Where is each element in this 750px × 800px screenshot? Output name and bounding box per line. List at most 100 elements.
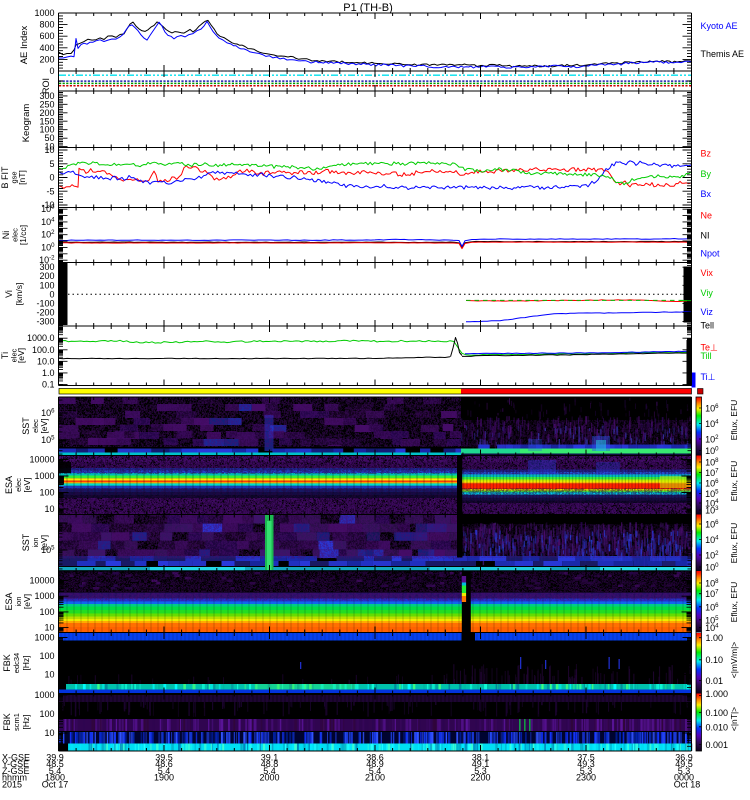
svg-text:600: 600 — [39, 31, 54, 41]
svg-text:Bz: Bz — [701, 149, 712, 159]
svg-text:By: By — [701, 169, 712, 179]
svg-text:scm1: scm1 — [12, 713, 21, 731]
svg-text:48.8: 48.8 — [261, 759, 279, 769]
svg-text:105: 105 — [705, 489, 719, 500]
svg-text:100: 100 — [39, 280, 54, 290]
svg-text:104: 104 — [41, 216, 55, 227]
svg-text:106: 106 — [705, 602, 719, 613]
svg-text:104: 104 — [705, 419, 719, 430]
svg-text:hhmm: hhmm — [2, 773, 27, 783]
svg-text:-100: -100 — [36, 298, 54, 308]
svg-text:10.0: 10.0 — [37, 356, 55, 366]
svg-text:Ti⊥: Ti⊥ — [701, 372, 716, 382]
svg-text:106: 106 — [705, 478, 719, 489]
svg-text:50: 50 — [44, 133, 54, 143]
svg-text:36.9: 36.9 — [675, 753, 693, 763]
svg-text:10: 10 — [44, 623, 54, 633]
svg-text:48.9: 48.9 — [366, 759, 384, 769]
svg-text:300: 300 — [39, 91, 54, 101]
svg-text:300: 300 — [39, 262, 54, 272]
svg-text:5.4: 5.4 — [263, 766, 276, 776]
svg-text:102: 102 — [41, 229, 55, 240]
svg-text:0.001: 0.001 — [706, 740, 729, 750]
svg-text:FBK: FBK — [2, 713, 12, 731]
svg-text:1.00: 1.00 — [706, 633, 724, 643]
svg-text:105: 105 — [41, 435, 55, 446]
svg-text:200: 200 — [39, 54, 54, 64]
svg-text:SST: SST — [21, 533, 31, 551]
svg-text:Ti: Ti — [0, 352, 10, 359]
svg-text:103: 103 — [705, 505, 719, 516]
svg-text:49.3: 49.3 — [577, 759, 595, 769]
svg-text:Viy: Viy — [701, 288, 714, 298]
svg-text:1800: 1800 — [45, 773, 65, 783]
svg-text:Bx: Bx — [701, 189, 712, 199]
svg-text:100: 100 — [705, 562, 719, 573]
svg-text:1.0: 1.0 — [42, 368, 55, 378]
svg-text:gse: gse — [10, 171, 19, 183]
svg-text:Themis AE: Themis AE — [701, 49, 745, 59]
svg-text:107: 107 — [705, 589, 719, 600]
svg-text:Y-GSE: Y-GSE — [2, 759, 29, 769]
svg-text:[Hz]: [Hz] — [21, 714, 31, 729]
svg-text:[Hz]: [Hz] — [21, 655, 31, 670]
svg-text:100: 100 — [41, 242, 55, 253]
svg-text:49.1: 49.1 — [472, 759, 490, 769]
svg-text:106: 106 — [705, 403, 719, 414]
svg-text:250: 250 — [39, 99, 54, 109]
svg-text:Tell: Tell — [701, 321, 715, 331]
svg-text:5.3: 5.3 — [580, 766, 593, 776]
svg-text:[eV]: [eV] — [16, 348, 26, 363]
svg-text:[1/cc]: [1/cc] — [18, 225, 28, 245]
svg-text:Ne: Ne — [701, 211, 713, 221]
svg-text:0000: 0000 — [674, 773, 694, 783]
svg-text:10: 10 — [44, 145, 54, 155]
svg-text:1000: 1000 — [34, 8, 54, 18]
svg-text:2300: 2300 — [576, 773, 596, 783]
svg-text:Eflux, EFU: Eflux, EFU — [729, 461, 739, 502]
svg-text:100: 100 — [39, 125, 54, 135]
svg-text:Ni: Ni — [1, 231, 11, 240]
svg-text:10: 10 — [44, 670, 54, 680]
svg-text:0.100: 0.100 — [706, 708, 729, 718]
svg-text:104: 104 — [705, 535, 719, 546]
svg-text:104: 104 — [705, 498, 719, 509]
svg-text:1000.0: 1000.0 — [27, 333, 55, 343]
svg-text:100: 100 — [39, 607, 54, 617]
svg-text:[nT]: [nT] — [17, 170, 27, 185]
svg-text:0: 0 — [49, 173, 54, 183]
svg-text:Till: Till — [701, 351, 712, 361]
svg-text:1000: 1000 — [34, 633, 54, 643]
svg-text:1.000: 1.000 — [706, 689, 729, 699]
svg-text:Kyoto AE: Kyoto AE — [701, 21, 738, 31]
svg-text:0.1: 0.1 — [42, 379, 55, 389]
svg-text:10: 10 — [44, 142, 54, 152]
svg-text:5.3: 5.3 — [678, 766, 691, 776]
svg-text:39.9: 39.9 — [46, 753, 64, 763]
svg-text:200: 200 — [39, 108, 54, 118]
svg-text:B FIT: B FIT — [0, 166, 10, 189]
svg-text:1000: 1000 — [34, 690, 54, 700]
svg-text:elec: elec — [14, 478, 23, 492]
svg-text:105: 105 — [705, 615, 719, 626]
svg-text:10000: 10000 — [29, 576, 54, 586]
svg-text:5.3: 5.3 — [474, 766, 487, 776]
svg-text:400: 400 — [39, 43, 54, 53]
svg-text:5.4: 5.4 — [158, 766, 171, 776]
svg-text:10: 10 — [44, 728, 54, 738]
svg-text:48.6: 48.6 — [155, 759, 173, 769]
svg-text:100: 100 — [39, 488, 54, 498]
svg-text:38.6: 38.6 — [366, 753, 384, 763]
svg-text:FBK: FBK — [2, 654, 12, 672]
svg-text:Npot: Npot — [701, 249, 721, 259]
svg-text:[eV]: [eV] — [22, 477, 32, 492]
svg-text:39.1: 39.1 — [261, 753, 279, 763]
svg-text:100: 100 — [39, 651, 54, 661]
svg-text:5.4: 5.4 — [369, 766, 382, 776]
svg-text:106: 106 — [41, 204, 55, 215]
svg-text:edc34: edc34 — [12, 653, 21, 673]
svg-text:105: 105 — [41, 545, 55, 556]
svg-text:ESA: ESA — [4, 592, 14, 610]
svg-text:[eV]: [eV] — [22, 594, 32, 609]
svg-text:5: 5 — [49, 159, 54, 169]
